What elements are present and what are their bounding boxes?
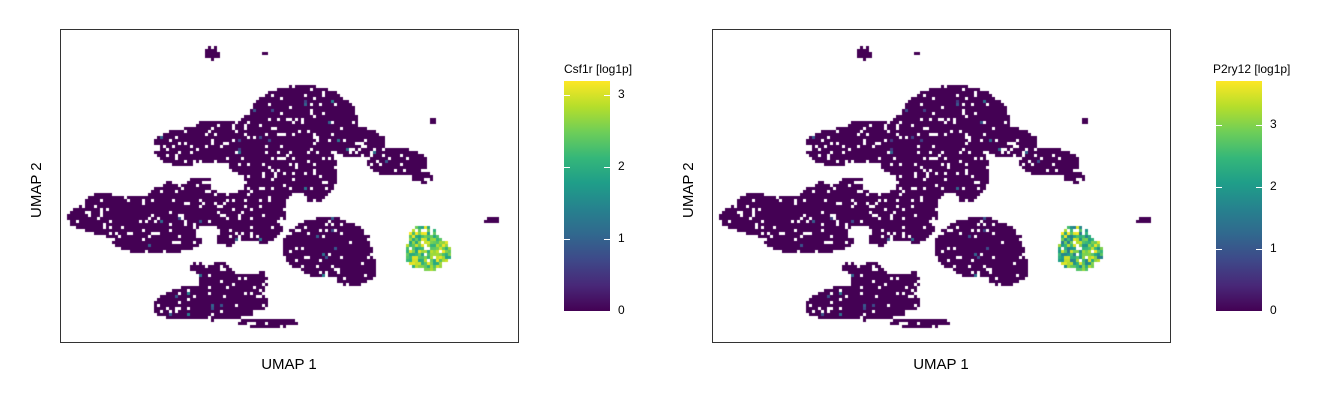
colorbar-tick-mark	[1216, 249, 1222, 250]
colorbar-tick-mark	[1216, 311, 1222, 312]
umap-plot-area-p2ry12	[712, 29, 1171, 343]
colorbar-title-p2ry12: P2ry12 [log1p]	[1213, 62, 1291, 76]
colorbar-tick-mark	[1256, 125, 1262, 126]
colorbar-tick-label: 3	[1270, 117, 1277, 131]
colorbar-tick-label: 1	[1270, 241, 1277, 255]
colorbar-tick-mark	[1216, 187, 1222, 188]
colorbar-tick-label: 2	[618, 159, 625, 173]
x-axis-label: UMAP 1	[913, 356, 969, 373]
colorbar-tick-mark	[564, 167, 570, 168]
colorbar-csf1r	[564, 81, 610, 311]
colorbar-tick-label: 3	[618, 87, 625, 101]
colorbar-tick-mark	[1256, 311, 1262, 312]
colorbar-tick-mark	[604, 95, 610, 96]
colorbar-tick-mark	[604, 167, 610, 168]
colorbar-tick-mark	[564, 95, 570, 96]
colorbar-tick-mark	[604, 311, 610, 312]
x-axis-label: UMAP 1	[261, 356, 317, 373]
colorbar-tick-label: 0	[618, 303, 625, 317]
colorbar-tick-mark	[604, 239, 610, 240]
colorbar-title-csf1r: Csf1r [log1p]	[564, 62, 633, 76]
colorbar-tick-label: 1	[618, 231, 625, 245]
umap-plot-area-csf1r	[60, 29, 519, 343]
umap-panel-p2ry12: UMAP 1 UMAP 2 P2ry12 [log1p] 0 1 2 3	[652, 0, 1312, 403]
y-axis-label: UMAP 2	[28, 162, 45, 218]
colorbar-tick-mark	[564, 311, 570, 312]
umap-panel-csf1r: UMAP 1 UMAP 2 Csf1r [log1p] 0 1 2 3	[0, 0, 660, 403]
y-axis-label: UMAP 2	[680, 162, 697, 218]
umap-scatter-canvas-csf1r	[61, 30, 518, 342]
colorbar-p2ry12	[1216, 81, 1262, 311]
umap-scatter-canvas-p2ry12	[713, 30, 1170, 342]
colorbar-tick-mark	[1256, 249, 1262, 250]
colorbar-tick-mark	[1256, 187, 1262, 188]
colorbar-tick-label: 0	[1270, 303, 1277, 317]
colorbar-tick-mark	[1216, 125, 1222, 126]
colorbar-tick-mark	[564, 239, 570, 240]
colorbar-tick-label: 2	[1270, 179, 1277, 193]
